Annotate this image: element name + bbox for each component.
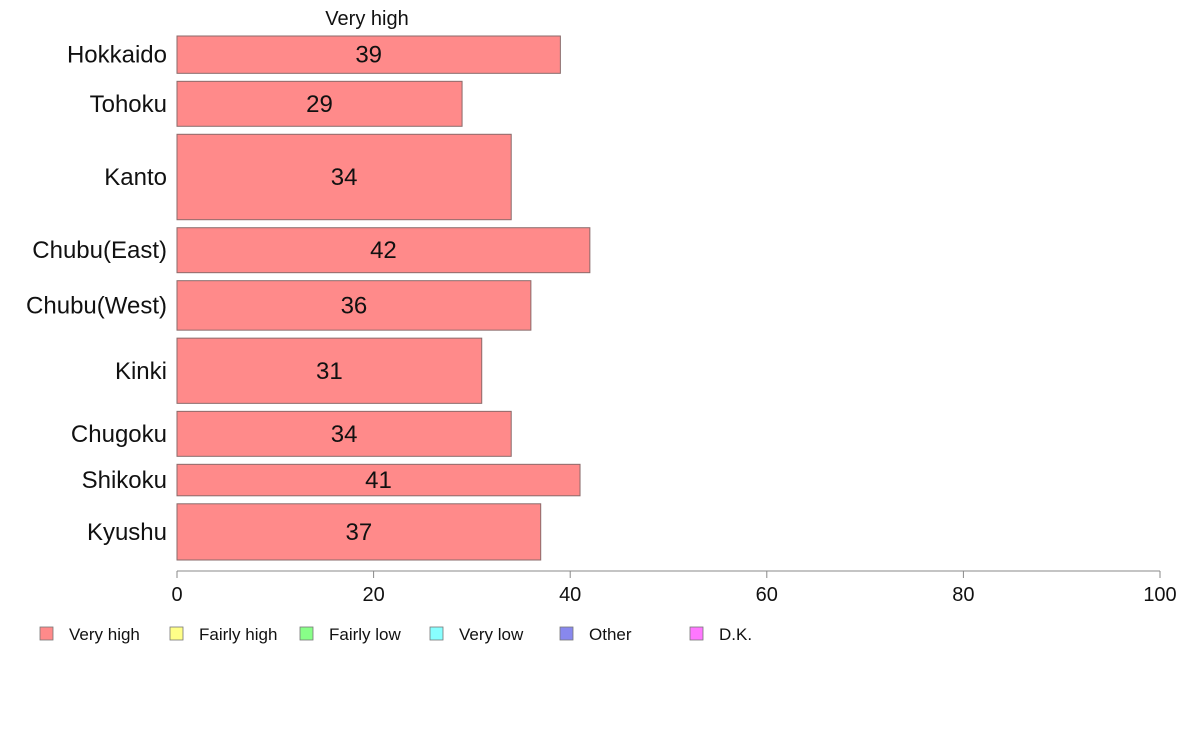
category-label: Kanto — [104, 164, 167, 191]
value-label: 41 — [365, 467, 392, 494]
value-label: 34 — [331, 164, 358, 191]
legend-label: Other — [589, 625, 632, 644]
legend-label: D.K. — [719, 625, 752, 644]
x-tick-label: 20 — [362, 584, 384, 606]
category-label: Hokkaido — [67, 42, 167, 69]
legend-swatch — [39, 626, 54, 641]
legend-swatch — [169, 626, 184, 641]
legend-swatch — [559, 626, 574, 641]
x-tick-label: 60 — [756, 584, 778, 606]
bar-chubu-east- — [176, 227, 591, 274]
bars-group — [176, 35, 591, 561]
value-label: 39 — [355, 42, 382, 69]
value-labels: 39 29 34 42 36 31 34 41 37 — [306, 42, 397, 546]
legend-label: Fairly low — [329, 625, 402, 644]
legend: Very high Fairly high Fairly low Very low Ot… — [39, 625, 752, 644]
x-tick-label: 100 — [1143, 584, 1176, 606]
legend-swatch — [429, 626, 444, 641]
value-label: 36 — [341, 292, 368, 319]
bar-hokkaido — [176, 35, 561, 74]
bar-chubu-west- — [176, 280, 532, 331]
legend-label: Very high — [69, 625, 140, 644]
category-label: Shikoku — [82, 467, 167, 494]
bar-kinki — [176, 337, 483, 404]
category-label: Chubu(East) — [32, 237, 167, 264]
category-label: Kyushu — [87, 519, 167, 546]
bar-chugoku — [176, 410, 512, 457]
x-axis: 0 20 40 60 80 100 — [171, 570, 1177, 606]
bar-shikoku — [176, 463, 581, 497]
legend-swatch — [689, 626, 704, 641]
bar-tohoku — [176, 80, 463, 127]
bar-kanto — [176, 133, 512, 221]
x-tick-label: 0 — [171, 584, 182, 606]
legend-label: Fairly high — [199, 625, 277, 644]
panel-title: Very high — [325, 8, 408, 30]
value-label: 29 — [306, 91, 333, 118]
category-label: Kinki — [115, 358, 167, 385]
value-label: 34 — [331, 421, 358, 448]
category-label: Chugoku — [71, 421, 167, 448]
legend-swatch — [299, 626, 314, 641]
x-tick-label: 80 — [952, 584, 974, 606]
x-tick-label: 40 — [559, 584, 581, 606]
legend-label: Very low — [459, 625, 524, 644]
bar-kyushu — [176, 503, 542, 561]
category-label: Chubu(West) — [26, 292, 167, 319]
category-labels: Hokkaido Tohoku Kanto Chubu(East) Chubu(West… — [26, 42, 167, 546]
value-label: 31 — [316, 358, 343, 385]
value-label: 37 — [346, 519, 373, 546]
category-label: Tohoku — [90, 91, 167, 118]
value-label: 42 — [370, 237, 397, 264]
